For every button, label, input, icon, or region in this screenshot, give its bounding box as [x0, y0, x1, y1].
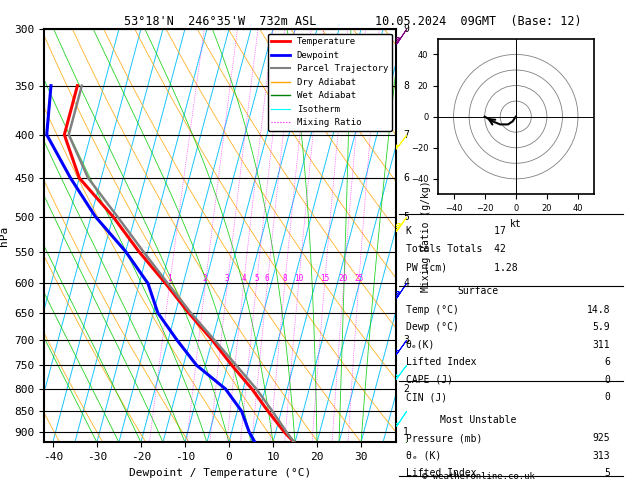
Text: 2: 2: [203, 275, 208, 283]
Text: Lifted Index: Lifted Index: [406, 357, 476, 367]
Text: 311: 311: [593, 340, 610, 350]
Text: 20: 20: [339, 275, 348, 283]
Title: 53°18'N  246°35'W  732m ASL: 53°18'N 246°35'W 732m ASL: [124, 15, 316, 28]
X-axis label: Dewpoint / Temperature (°C): Dewpoint / Temperature (°C): [129, 468, 311, 478]
Legend: Temperature, Dewpoint, Parcel Trajectory, Dry Adiabat, Wet Adiabat, Isotherm, Mi: Temperature, Dewpoint, Parcel Trajectory…: [268, 34, 392, 131]
Y-axis label: hPa: hPa: [0, 226, 9, 246]
Text: 6: 6: [604, 357, 610, 367]
Text: 25: 25: [354, 275, 364, 283]
Text: Totals Totals  42: Totals Totals 42: [406, 244, 506, 255]
Text: CAPE (J): CAPE (J): [406, 375, 453, 385]
Text: 2: 2: [403, 384, 409, 394]
Text: PW (cm)        1.28: PW (cm) 1.28: [406, 263, 517, 273]
Text: 5: 5: [254, 275, 259, 283]
Text: 10.05.2024  09GMT  (Base: 12): 10.05.2024 09GMT (Base: 12): [375, 15, 581, 28]
Text: 8: 8: [282, 275, 287, 283]
Text: 1: 1: [403, 427, 409, 437]
Text: θₑ(K): θₑ(K): [406, 340, 435, 350]
Text: 14.8: 14.8: [587, 305, 610, 315]
Text: 15: 15: [320, 275, 329, 283]
Text: 5: 5: [403, 211, 409, 222]
Text: 9: 9: [403, 24, 409, 34]
Text: CIN (J): CIN (J): [406, 392, 447, 402]
Text: Surface: Surface: [457, 286, 499, 296]
Text: 0: 0: [604, 375, 610, 385]
Text: K              17: K 17: [406, 226, 506, 236]
Text: 8: 8: [403, 81, 409, 91]
Text: 313: 313: [593, 451, 610, 461]
Text: 925: 925: [593, 433, 610, 443]
Text: θₑ (K): θₑ (K): [406, 451, 441, 461]
Text: 6: 6: [403, 173, 409, 183]
Text: 7: 7: [403, 130, 409, 139]
Text: 4: 4: [403, 278, 409, 289]
Text: 4: 4: [241, 275, 246, 283]
Text: Most Unstable: Most Unstable: [440, 415, 516, 425]
Text: Temp (°C): Temp (°C): [406, 305, 459, 315]
Text: 1: 1: [167, 275, 172, 283]
Text: 3: 3: [225, 275, 230, 283]
Text: Mixing Ratio (g/kg): Mixing Ratio (g/kg): [421, 180, 431, 292]
Text: 6: 6: [265, 275, 269, 283]
Text: © weatheronline.co.uk: © weatheronline.co.uk: [421, 472, 535, 481]
Text: 0: 0: [604, 392, 610, 402]
Text: 10: 10: [294, 275, 303, 283]
Text: Pressure (mb): Pressure (mb): [406, 433, 482, 443]
Text: Dewp (°C): Dewp (°C): [406, 322, 459, 332]
X-axis label: kt: kt: [510, 219, 521, 229]
Text: 5: 5: [604, 468, 610, 478]
Text: 5.9: 5.9: [593, 322, 610, 332]
Text: 3: 3: [403, 335, 409, 345]
Text: Lifted Index: Lifted Index: [406, 468, 476, 478]
